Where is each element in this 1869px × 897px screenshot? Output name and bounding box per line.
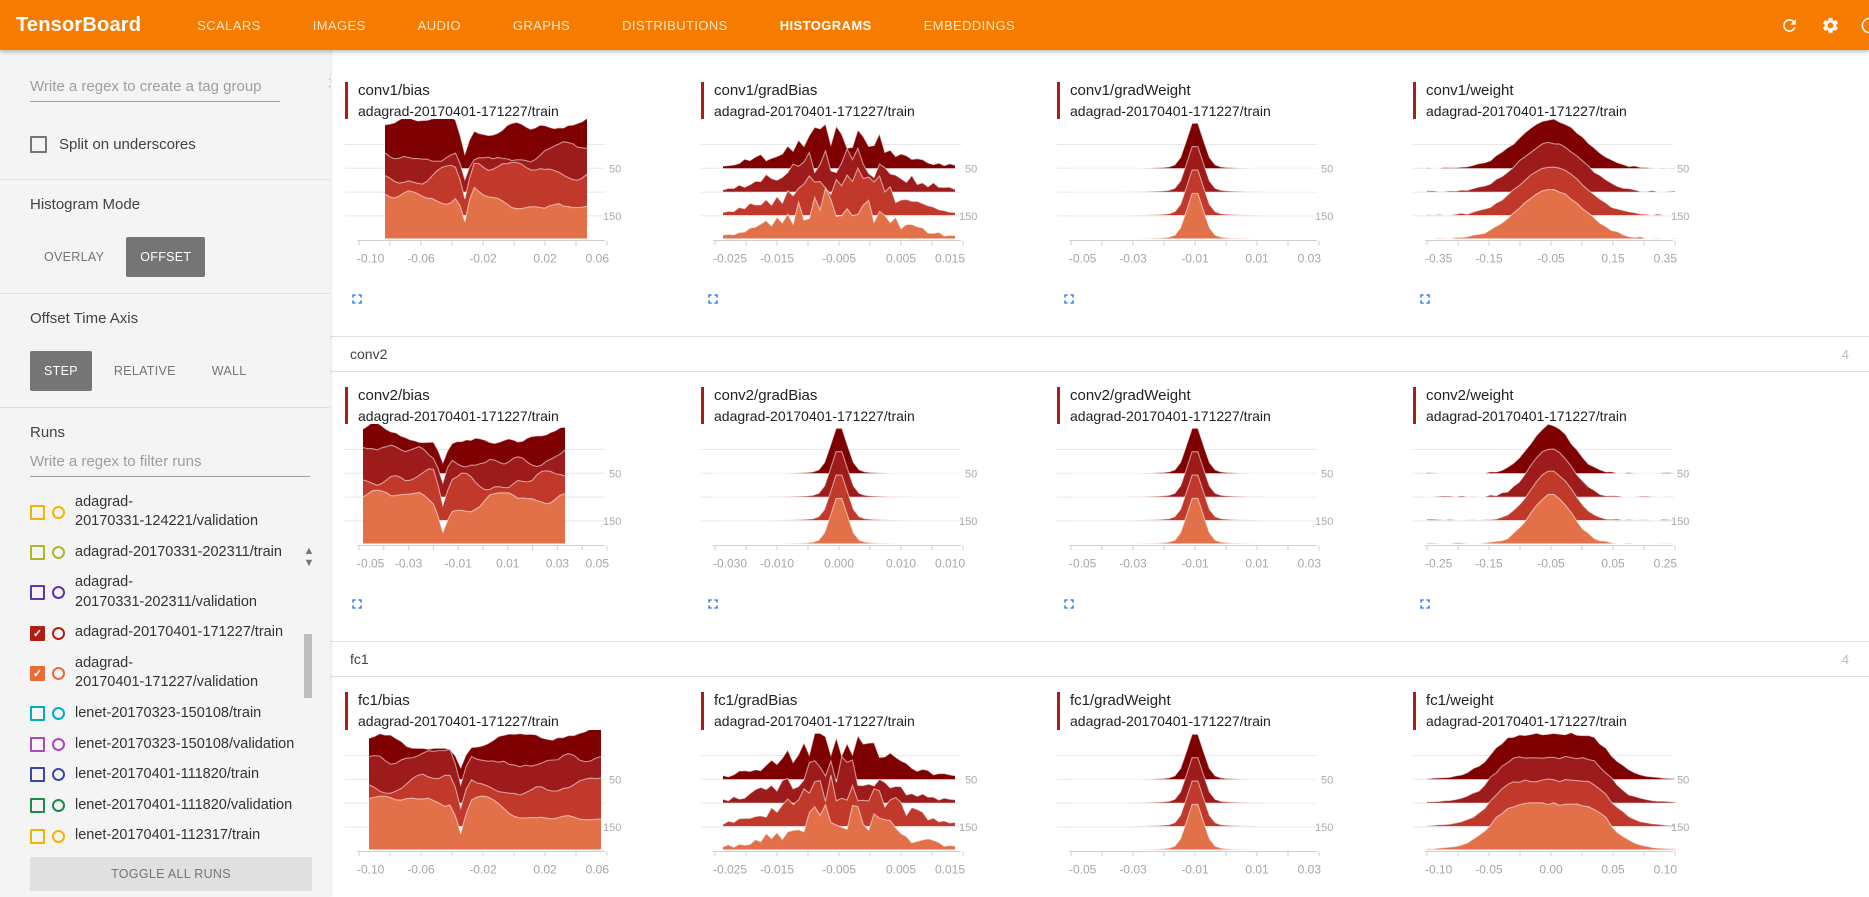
svg-text:-0.05: -0.05 (1475, 862, 1503, 876)
svg-text:0.015: 0.015 (935, 252, 965, 266)
svg-text:0.03: 0.03 (546, 557, 570, 571)
svg-text:0.01: 0.01 (1245, 557, 1269, 571)
svg-text:0.05: 0.05 (586, 557, 610, 571)
svg-text:0.01: 0.01 (1245, 862, 1269, 876)
svg-text:150: 150 (959, 516, 977, 528)
svg-text:0.35: 0.35 (1654, 252, 1678, 266)
svg-text:-0.10: -0.10 (357, 862, 385, 876)
svg-text:-0.35: -0.35 (1425, 252, 1453, 266)
svg-text:-0.010: -0.010 (760, 557, 794, 571)
svg-text:-0.10: -0.10 (1425, 862, 1453, 876)
svg-text:-0.015: -0.015 (760, 252, 794, 266)
svg-text:-0.015: -0.015 (760, 862, 794, 876)
svg-text:-0.025: -0.025 (713, 252, 747, 266)
svg-text:-0.05: -0.05 (1537, 252, 1565, 266)
svg-text:-0.03: -0.03 (1119, 252, 1147, 266)
svg-text:-0.01: -0.01 (1181, 862, 1209, 876)
svg-text:0.10: 0.10 (1654, 862, 1678, 876)
svg-text:0.25: 0.25 (1654, 557, 1678, 571)
svg-text:-0.03: -0.03 (1119, 862, 1147, 876)
svg-text:0.00: 0.00 (1539, 862, 1563, 876)
svg-text:0.005: 0.005 (886, 252, 916, 266)
svg-text:0.02: 0.02 (533, 862, 557, 876)
svg-text:0.03: 0.03 (1298, 252, 1322, 266)
svg-text:150: 150 (603, 822, 621, 834)
svg-text:50: 50 (609, 469, 621, 481)
svg-text:50: 50 (1321, 469, 1333, 481)
svg-text:50: 50 (1321, 164, 1333, 176)
svg-text:-0.005: -0.005 (822, 252, 856, 266)
svg-text:-0.25: -0.25 (1425, 557, 1453, 571)
svg-text:0.06: 0.06 (586, 862, 610, 876)
svg-text:150: 150 (1671, 516, 1689, 528)
svg-text:150: 150 (959, 211, 977, 223)
svg-text:0.005: 0.005 (886, 862, 916, 876)
svg-text:0.01: 0.01 (1245, 252, 1269, 266)
svg-text:-0.06: -0.06 (407, 252, 435, 266)
svg-text:0.15: 0.15 (1601, 252, 1625, 266)
svg-text:-0.05: -0.05 (357, 557, 385, 571)
svg-text:0.05: 0.05 (1601, 557, 1625, 571)
svg-text:-0.01: -0.01 (1181, 252, 1209, 266)
svg-text:50: 50 (965, 469, 977, 481)
svg-text:0.010: 0.010 (886, 557, 916, 571)
svg-text:-0.03: -0.03 (1119, 557, 1147, 571)
svg-text:-0.15: -0.15 (1475, 252, 1503, 266)
svg-text:-0.05: -0.05 (1069, 252, 1097, 266)
svg-text:0.000: 0.000 (824, 557, 854, 571)
svg-text:-0.06: -0.06 (407, 862, 435, 876)
svg-text:150: 150 (603, 211, 621, 223)
svg-text:-0.03: -0.03 (395, 557, 423, 571)
svg-text:150: 150 (603, 516, 621, 528)
svg-text:-0.030: -0.030 (713, 557, 747, 571)
svg-text:150: 150 (1671, 822, 1689, 834)
svg-text:-0.01: -0.01 (445, 557, 473, 571)
svg-text:-0.02: -0.02 (469, 862, 497, 876)
svg-text:-0.02: -0.02 (469, 252, 497, 266)
svg-text:50: 50 (965, 164, 977, 176)
svg-text:0.01: 0.01 (496, 557, 520, 571)
svg-text:0.02: 0.02 (533, 252, 557, 266)
svg-text:0.010: 0.010 (935, 557, 965, 571)
svg-text:0.03: 0.03 (1298, 557, 1322, 571)
svg-text:50: 50 (1677, 774, 1689, 786)
svg-text:50: 50 (1677, 164, 1689, 176)
svg-text:150: 150 (1315, 822, 1333, 834)
svg-text:50: 50 (1677, 469, 1689, 481)
svg-text:0.015: 0.015 (935, 862, 965, 876)
svg-text:-0.025: -0.025 (713, 862, 747, 876)
svg-text:0.05: 0.05 (1601, 862, 1625, 876)
svg-text:50: 50 (609, 774, 621, 786)
svg-text:50: 50 (609, 164, 621, 176)
svg-text:0.06: 0.06 (586, 252, 610, 266)
svg-text:-0.05: -0.05 (1537, 557, 1565, 571)
svg-text:-0.05: -0.05 (1069, 862, 1097, 876)
svg-text:-0.05: -0.05 (1069, 557, 1097, 571)
svg-text:150: 150 (959, 822, 977, 834)
svg-text:0.03: 0.03 (1298, 862, 1322, 876)
svg-text:-0.01: -0.01 (1181, 557, 1209, 571)
svg-text:150: 150 (1315, 516, 1333, 528)
svg-text:50: 50 (965, 774, 977, 786)
svg-text:-0.005: -0.005 (822, 862, 856, 876)
svg-text:-0.10: -0.10 (357, 252, 385, 266)
svg-text:150: 150 (1315, 211, 1333, 223)
svg-text:150: 150 (1671, 211, 1689, 223)
svg-text:-0.15: -0.15 (1475, 557, 1503, 571)
svg-text:50: 50 (1321, 774, 1333, 786)
